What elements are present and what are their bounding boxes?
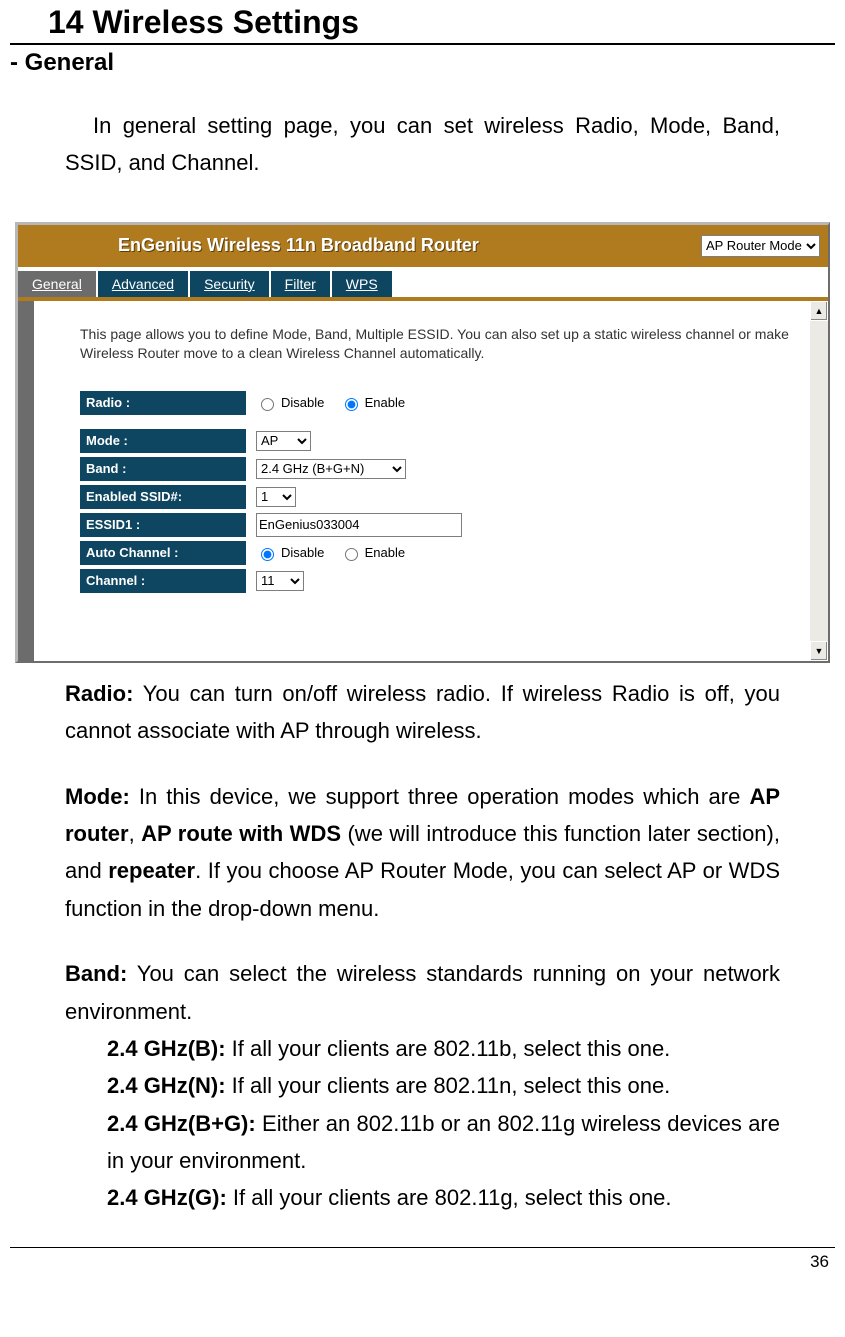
scrollbar[interactable]: ▲ ▼ xyxy=(810,301,828,661)
para-band-n: 2.4 GHz(N): If all your clients are 802.… xyxy=(65,1067,780,1104)
document-body: Radio: You can turn on/off wireless radi… xyxy=(65,675,780,1217)
autoch-enable-label: Enable xyxy=(365,545,405,560)
radio-disable[interactable] xyxy=(261,398,274,411)
router-mode-select[interactable]: AP Router Mode xyxy=(701,235,820,257)
intro-text: In general setting page, you can set wir… xyxy=(65,113,780,175)
chapter-rule xyxy=(10,43,835,45)
para-band-g: 2.4 GHz(G): If all your clients are 802.… xyxy=(65,1179,780,1216)
tab-wps[interactable]: WPS xyxy=(332,271,394,297)
autoch-disable-label: Disable xyxy=(281,545,324,560)
scroll-up-icon[interactable]: ▲ xyxy=(810,301,828,321)
router-main-panel: This page allows you to define Mode, Ban… xyxy=(34,301,810,661)
para-band-bg: 2.4 GHz(B+G): Either an 802.11b or an 80… xyxy=(65,1105,780,1180)
intro-paragraph: In general setting page, you can set wir… xyxy=(65,107,780,182)
autoch-enable[interactable] xyxy=(345,548,358,561)
select-enabled-ssid[interactable]: 1 xyxy=(256,487,296,507)
label-auto-channel: Auto Channel : xyxy=(80,541,246,565)
label-mode: Mode : xyxy=(80,429,246,453)
chapter-title: 14 Wireless Settings xyxy=(48,4,835,41)
router-ui-screenshot: EnGenius Wireless 11n Broadband Router A… xyxy=(15,222,830,663)
footer-rule xyxy=(10,1247,835,1248)
select-band[interactable]: 2.4 GHz (B+G+N) xyxy=(256,459,406,479)
router-tab-bar: General Advanced Security Filter WPS xyxy=(18,267,828,301)
radio-enable-label: Enable xyxy=(365,395,405,410)
section-subheading: - General xyxy=(10,49,835,77)
tab-advanced[interactable]: Advanced xyxy=(98,271,190,297)
label-radio: Radio : xyxy=(80,391,246,415)
router-header-title: EnGenius Wireless 11n Broadband Router xyxy=(118,235,701,256)
radio-enable[interactable] xyxy=(345,398,358,411)
tab-general[interactable]: General xyxy=(18,271,98,297)
router-sidebar xyxy=(18,301,34,661)
para-radio-label: Radio: xyxy=(65,681,133,706)
para-band-b: 2.4 GHz(B): If all your clients are 802.… xyxy=(65,1030,780,1067)
scroll-track[interactable] xyxy=(810,321,828,641)
select-mode[interactable]: AP xyxy=(256,431,311,451)
para-mode: Mode: In this device, we support three o… xyxy=(65,778,780,928)
para-radio: Radio: You can turn on/off wireless radi… xyxy=(65,675,780,750)
input-essid1[interactable] xyxy=(256,513,462,537)
para-radio-text: You can turn on/off wireless radio. If w… xyxy=(65,681,780,743)
router-header-bar: EnGenius Wireless 11n Broadband Router A… xyxy=(18,225,828,267)
router-page-description: This page allows you to define Mode, Ban… xyxy=(80,325,790,363)
select-channel[interactable]: 11 xyxy=(256,571,304,591)
radio-disable-label: Disable xyxy=(281,395,324,410)
para-band: Band: You can select the wireless standa… xyxy=(65,955,780,1030)
label-channel: Channel : xyxy=(80,569,246,593)
label-band: Band : xyxy=(80,457,246,481)
tab-security[interactable]: Security xyxy=(190,271,271,297)
label-enabled-ssid: Enabled SSID#: xyxy=(80,485,246,509)
label-essid1: ESSID1 : xyxy=(80,513,246,537)
para-band-text: You can select the wireless standards ru… xyxy=(65,961,780,1023)
scroll-down-icon[interactable]: ▼ xyxy=(810,641,828,661)
autoch-disable[interactable] xyxy=(261,548,274,561)
para-band-label: Band: xyxy=(65,961,127,986)
para-mode-label: Mode: xyxy=(65,784,130,809)
tab-filter[interactable]: Filter xyxy=(271,271,332,297)
page-number: 36 xyxy=(10,1252,835,1272)
